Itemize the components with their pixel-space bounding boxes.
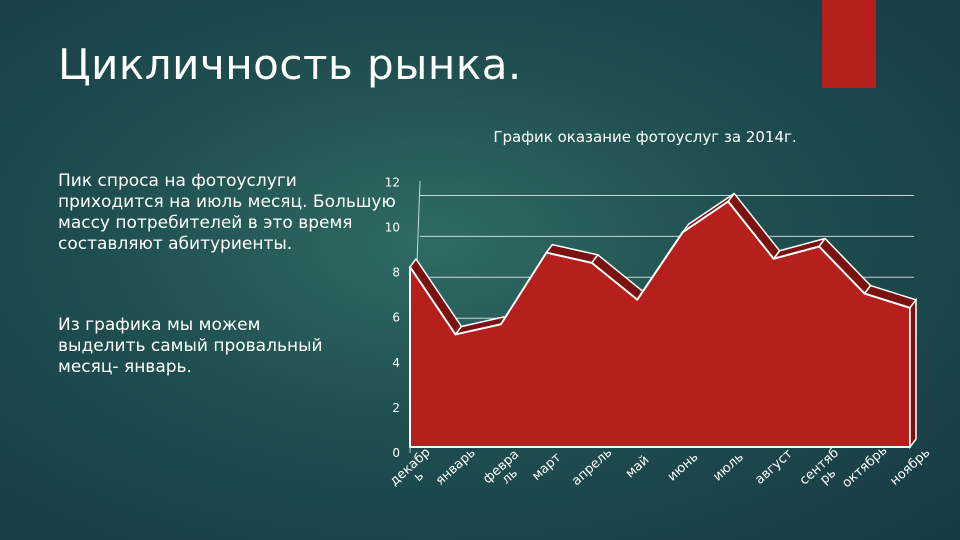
slide-title: Цикличность рынка. — [58, 40, 522, 89]
worst-month-text: Из графика мы можем выделить самый прова… — [58, 315, 323, 377]
x-tick-label-part: сентяб — [797, 446, 842, 489]
x-tick-label: ноябрь — [887, 445, 933, 488]
x-tick-label: апрель — [569, 445, 615, 489]
x-tick-label-part: июль — [710, 450, 746, 485]
x-tick-label: март — [529, 450, 564, 484]
area-series — [409, 200, 911, 448]
x-tick-label-part: ноябрь — [887, 445, 933, 488]
x-tick-label-part: январь — [433, 445, 479, 488]
x-tick-label-part: август — [752, 446, 796, 487]
y-tick-label: 8 — [392, 266, 400, 280]
area-side — [909, 297, 917, 450]
y-tick-label: 6 — [392, 311, 400, 325]
y-axis-ticks: 0 2 4 6 8 10 12 — [385, 175, 400, 460]
y-tick-label: 10 — [385, 220, 400, 234]
x-tick-label: август — [752, 446, 796, 487]
x-tick-label: октябрь — [839, 443, 890, 491]
x-tick-label-part: ь — [411, 469, 427, 485]
accent-bar — [822, 0, 876, 88]
x-tick-label-part: июнь — [665, 450, 701, 485]
y-tick-label: 0 — [392, 446, 400, 460]
y-tick-label: 12 — [385, 175, 400, 189]
chart-area — [409, 192, 917, 450]
x-tick-label: май — [623, 453, 653, 482]
y-tick-label: 4 — [392, 356, 400, 370]
x-tick-label-part: май — [623, 453, 653, 482]
x-tick-label-part: март — [529, 450, 564, 484]
x-tick-label: январь — [433, 445, 479, 488]
chart-title: График оказание фотоуслуг за 2014г. — [493, 128, 796, 146]
x-tick-label-part: октябрь — [839, 443, 890, 491]
x-tick-label-part: апрель — [569, 445, 615, 489]
x-tick-label: июль — [710, 450, 746, 485]
peak-demand-text: Пик спроса на фотоуслуги приходится на и… — [58, 171, 396, 254]
x-tick-label: июнь — [665, 450, 701, 485]
y-tick-label: 2 — [392, 401, 400, 415]
